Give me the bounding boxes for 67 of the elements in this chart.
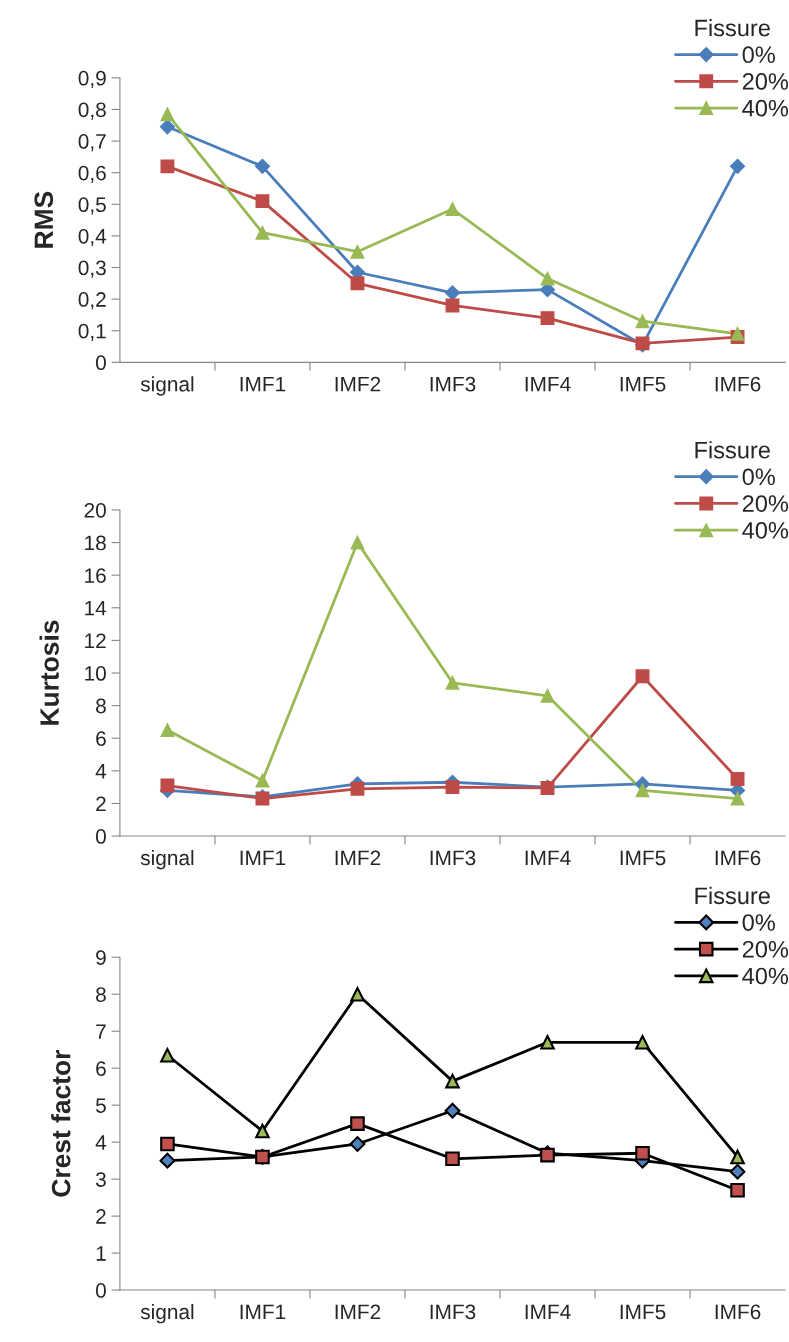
legend-label: 0% [742, 468, 775, 486]
y-tick-label: 3 [95, 1172, 106, 1187]
legend-title: Fissure [695, 19, 770, 37]
y-tick-label: 0 [95, 829, 106, 844]
x-tick-label: IMF1 [240, 376, 286, 392]
y-tick-label: 0,3 [78, 260, 106, 278]
y-tick-label: 0,4 [78, 228, 107, 247]
x-tick-label: IMF2 [335, 850, 381, 866]
y-tick-label: 14 [85, 601, 107, 616]
y-tick-label: 18 [85, 535, 106, 551]
x-tick-label: IMF3 [430, 376, 476, 392]
legend-label: 40% [742, 967, 789, 985]
x-tick-label: IMF2 [335, 1304, 381, 1320]
y-tick-label: 16 [85, 568, 106, 583]
y-tick-label: 2 [96, 796, 106, 811]
y-tick-label: 4 [95, 764, 107, 779]
y-tick-label: 6 [96, 731, 106, 746]
y-tick-label: 0 [95, 1283, 106, 1298]
y-tick-label: 10 [85, 666, 106, 681]
y-tick-label: 2 [96, 1209, 106, 1224]
x-tick-label: IMF6 [715, 1304, 761, 1320]
x-tick-label: IMF1 [240, 850, 286, 866]
legend-label: 40% [742, 521, 789, 539]
legend-label: 20% [742, 73, 789, 90]
y-tick-label: 20 [84, 502, 106, 518]
y-tick-label: 0 [95, 355, 106, 371]
x-tick-label: IMF5 [620, 1304, 666, 1320]
y-tick-label: 12 [85, 633, 106, 648]
x-tick-label: IMF5 [620, 850, 666, 866]
y-tick-label: 8 [96, 698, 106, 714]
legend-label: 0% [742, 914, 775, 931]
y-tick-label: 5 [95, 1098, 106, 1113]
y-tick-label: 0,6 [78, 165, 106, 183]
x-tick-label: IMF3 [430, 850, 476, 866]
x-tick-label: IMF2 [335, 376, 381, 392]
y-axis-title: Kurtosis [39, 620, 59, 725]
y-axis-title: RMS [34, 191, 54, 248]
x-tick-label: IMF1 [240, 1304, 286, 1320]
y-tick-label: 8 [96, 987, 106, 1002]
x-tick-label: IMF6 [715, 376, 761, 392]
x-tick-label: IMF4 [525, 1304, 571, 1320]
y-axis-title: Crest factor [51, 1049, 71, 1197]
x-tick-label: IMF4 [525, 376, 571, 392]
y-tick-label: 9 [96, 950, 106, 965]
y-tick-label: 0,5 [78, 197, 106, 215]
y-tick-label: 0,9 [78, 70, 106, 89]
y-tick-label: 0,8 [78, 102, 106, 120]
legend-label: 40% [742, 99, 789, 117]
y-tick-label: 6 [96, 1061, 106, 1076]
x-tick-label: IMF6 [715, 850, 761, 866]
x-tick-label: signal [140, 849, 194, 870]
x-tick-label: IMF4 [525, 850, 571, 866]
x-tick-label: signal [140, 376, 194, 396]
y-tick-label: 7 [96, 1024, 106, 1039]
legend-title: Fissure [695, 441, 770, 459]
legend-label: 20% [742, 940, 789, 958]
y-tick-label: 0,7 [78, 134, 106, 152]
x-tick-label: signal [140, 1303, 194, 1324]
legend-title: Fissure [695, 886, 770, 905]
legend-label: 20% [742, 495, 789, 512]
x-tick-label: IMF5 [620, 376, 666, 392]
legend-label: 0% [742, 46, 775, 64]
y-tick-label: 0,2 [78, 292, 106, 310]
y-tick-label: 1 [96, 1246, 106, 1261]
y-tick-label: 4 [95, 1135, 107, 1150]
y-tick-label: 0,1 [78, 323, 106, 341]
x-tick-label: IMF3 [430, 1304, 476, 1320]
